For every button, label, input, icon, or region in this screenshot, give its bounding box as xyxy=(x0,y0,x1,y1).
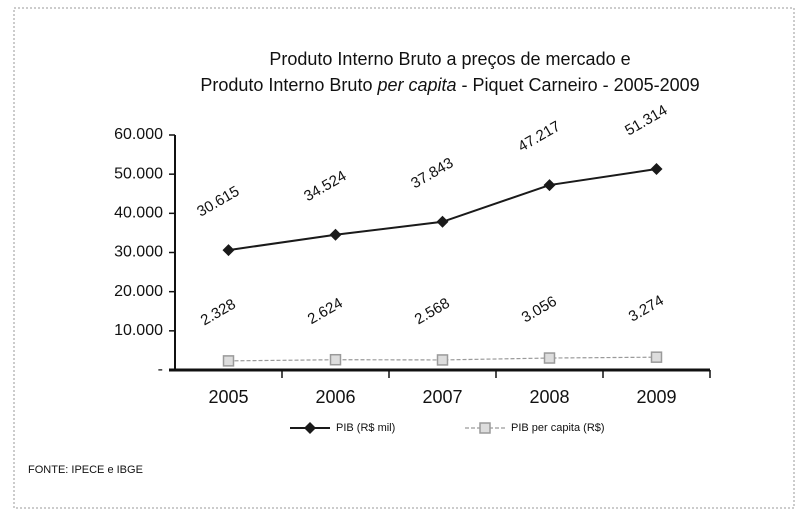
marker xyxy=(650,163,663,176)
marker xyxy=(479,422,491,434)
marker xyxy=(304,422,316,434)
y-tick-label: - xyxy=(158,361,163,378)
chart-border xyxy=(13,7,795,509)
marker xyxy=(222,244,235,257)
marker xyxy=(650,351,663,363)
marker xyxy=(436,354,449,366)
legend-label: PIB per capita (R$) xyxy=(511,422,605,434)
subtitle-part: per capita xyxy=(376,75,456,95)
x-tick-label: 2009 xyxy=(636,387,676,407)
marker xyxy=(543,179,556,192)
marker xyxy=(329,353,342,366)
subtitle-part: Produto Interno Bruto xyxy=(200,75,377,95)
y-tick-label: 20.000 xyxy=(114,283,163,300)
source-note: FONTE: IPECE e IBGE xyxy=(28,464,143,476)
series-line xyxy=(228,356,657,362)
chart-subtitle: Produto Interno Bruto per capita - Pique… xyxy=(200,75,699,95)
marker xyxy=(222,355,235,367)
x-tick-label: 2007 xyxy=(422,387,462,407)
x-tick-label: 2008 xyxy=(529,387,569,407)
subtitle-part: - Piquet Carneiro - 2005-2009 xyxy=(457,75,700,95)
y-tick-label: 60.000 xyxy=(114,126,163,143)
x-tick-label: 2006 xyxy=(315,387,355,407)
y-tick-label: 40.000 xyxy=(114,205,163,222)
y-tick-label: 10.000 xyxy=(114,322,163,339)
chart-title: Produto Interno Bruto a preços de mercad… xyxy=(269,49,630,69)
legend-label: PIB (R$ mil) xyxy=(336,422,395,434)
marker xyxy=(436,215,449,228)
marker xyxy=(543,352,556,364)
y-tick-label: 30.000 xyxy=(114,244,163,261)
y-tick-label: 50.000 xyxy=(114,165,163,182)
marker xyxy=(329,228,342,241)
x-tick-label: 2005 xyxy=(208,387,248,407)
